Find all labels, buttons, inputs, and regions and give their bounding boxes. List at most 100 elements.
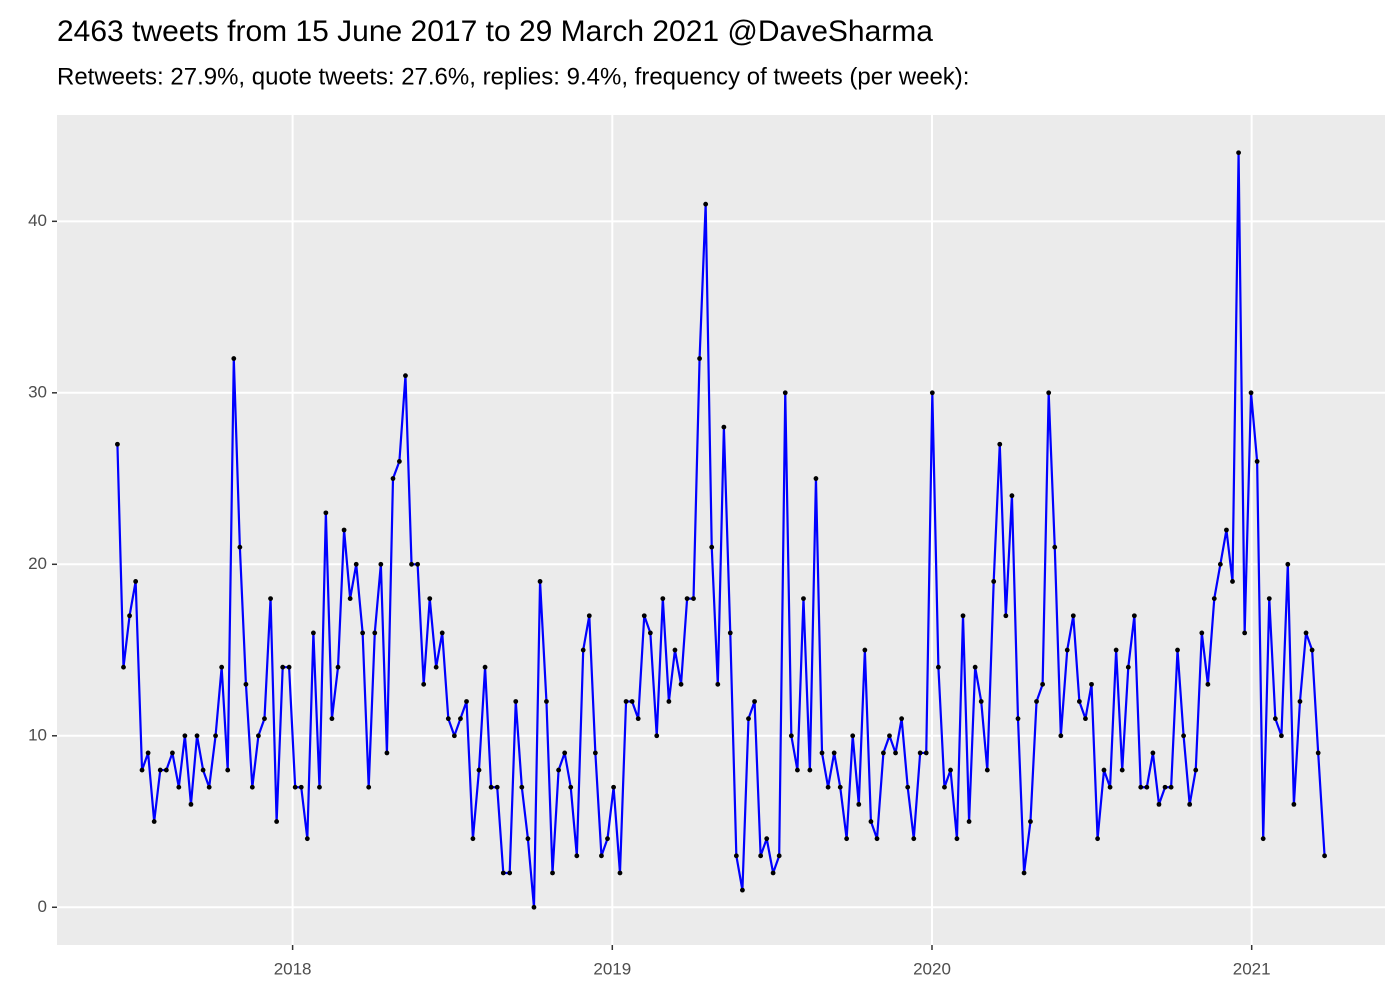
data-point	[1131, 613, 1137, 619]
data-point	[672, 647, 678, 653]
data-point	[372, 630, 378, 636]
data-point	[758, 853, 764, 859]
data-point	[219, 664, 225, 670]
data-point	[580, 647, 586, 653]
data-point	[115, 441, 120, 447]
data-point	[697, 356, 702, 361]
data-point	[206, 784, 212, 790]
data-point	[133, 579, 139, 584]
data-point	[409, 561, 414, 567]
data-point	[513, 699, 519, 704]
data-point	[819, 750, 825, 756]
data-point	[445, 716, 451, 722]
y-tick-label: 0	[38, 897, 47, 916]
data-point	[752, 699, 757, 704]
data-point	[243, 681, 249, 687]
data-point	[1156, 801, 1162, 807]
data-point	[237, 544, 243, 550]
data-point	[225, 767, 231, 773]
data-point	[157, 767, 163, 773]
data-point	[893, 750, 898, 756]
data-point	[740, 887, 745, 893]
data-point	[304, 836, 310, 842]
data-point	[482, 664, 488, 670]
y-tick-label: 30	[28, 382, 47, 401]
data-point	[1083, 716, 1088, 722]
y-tick-label: 20	[28, 554, 47, 573]
data-point	[623, 699, 629, 704]
data-point	[966, 819, 972, 824]
x-tick-label: 2020	[913, 959, 951, 978]
data-point	[911, 836, 917, 842]
data-point	[1315, 750, 1321, 756]
data-point	[881, 750, 886, 756]
data-point	[1181, 733, 1186, 739]
data-point	[635, 716, 641, 722]
data-point	[611, 784, 616, 790]
data-point	[887, 733, 892, 739]
data-point	[678, 681, 684, 687]
data-point	[874, 836, 880, 842]
data-point	[390, 476, 396, 481]
data-point	[1058, 733, 1064, 739]
data-point	[972, 664, 978, 670]
data-point	[984, 767, 990, 773]
data-point	[795, 767, 800, 773]
data-point	[709, 544, 715, 550]
data-point	[605, 836, 610, 842]
data-point	[1101, 767, 1107, 773]
data-point	[770, 870, 776, 876]
data-point	[194, 733, 200, 739]
data-point	[617, 870, 623, 876]
data-point	[268, 596, 273, 601]
data-point	[1095, 836, 1100, 842]
data-point	[127, 613, 132, 619]
data-point	[1272, 716, 1278, 722]
y-tick-label: 10	[28, 725, 47, 744]
data-point	[691, 596, 696, 601]
data-point	[942, 784, 947, 790]
data-point	[415, 561, 421, 567]
data-point	[1248, 390, 1254, 396]
data-point	[960, 613, 966, 619]
data-point	[1217, 561, 1223, 567]
data-point	[776, 853, 782, 859]
data-point	[366, 784, 372, 790]
data-point	[139, 767, 145, 773]
data-point	[531, 904, 537, 910]
data-point	[923, 750, 929, 756]
data-point	[660, 596, 666, 601]
data-point	[917, 750, 923, 756]
data-point	[1230, 579, 1235, 584]
data-point	[1162, 784, 1168, 790]
data-point	[1199, 630, 1205, 636]
data-point	[586, 613, 592, 619]
data-point	[1040, 681, 1046, 687]
data-point	[507, 870, 513, 876]
data-point	[360, 630, 366, 636]
data-point	[935, 664, 941, 670]
data-point	[1266, 596, 1272, 601]
y-tick-label: 40	[28, 211, 47, 230]
data-point	[948, 767, 953, 773]
data-point	[1064, 647, 1070, 653]
data-point	[151, 819, 157, 824]
chart-title: 2463 tweets from 15 June 2017 to 29 Marc…	[57, 15, 933, 48]
data-point	[353, 561, 359, 567]
data-point	[550, 870, 555, 876]
data-point	[403, 373, 408, 379]
chart-subtitle: Retweets: 27.9%, quote tweets: 27.6%, re…	[57, 63, 969, 90]
data-point	[599, 853, 604, 859]
data-point	[641, 613, 647, 619]
data-point	[494, 784, 500, 790]
data-point	[1070, 613, 1076, 619]
data-point	[341, 527, 347, 533]
data-point	[421, 681, 427, 687]
data-point	[862, 647, 868, 653]
data-point	[1052, 544, 1058, 550]
data-point	[1236, 150, 1241, 156]
data-point	[782, 390, 788, 396]
data-point	[1211, 596, 1217, 601]
data-point	[384, 750, 390, 756]
